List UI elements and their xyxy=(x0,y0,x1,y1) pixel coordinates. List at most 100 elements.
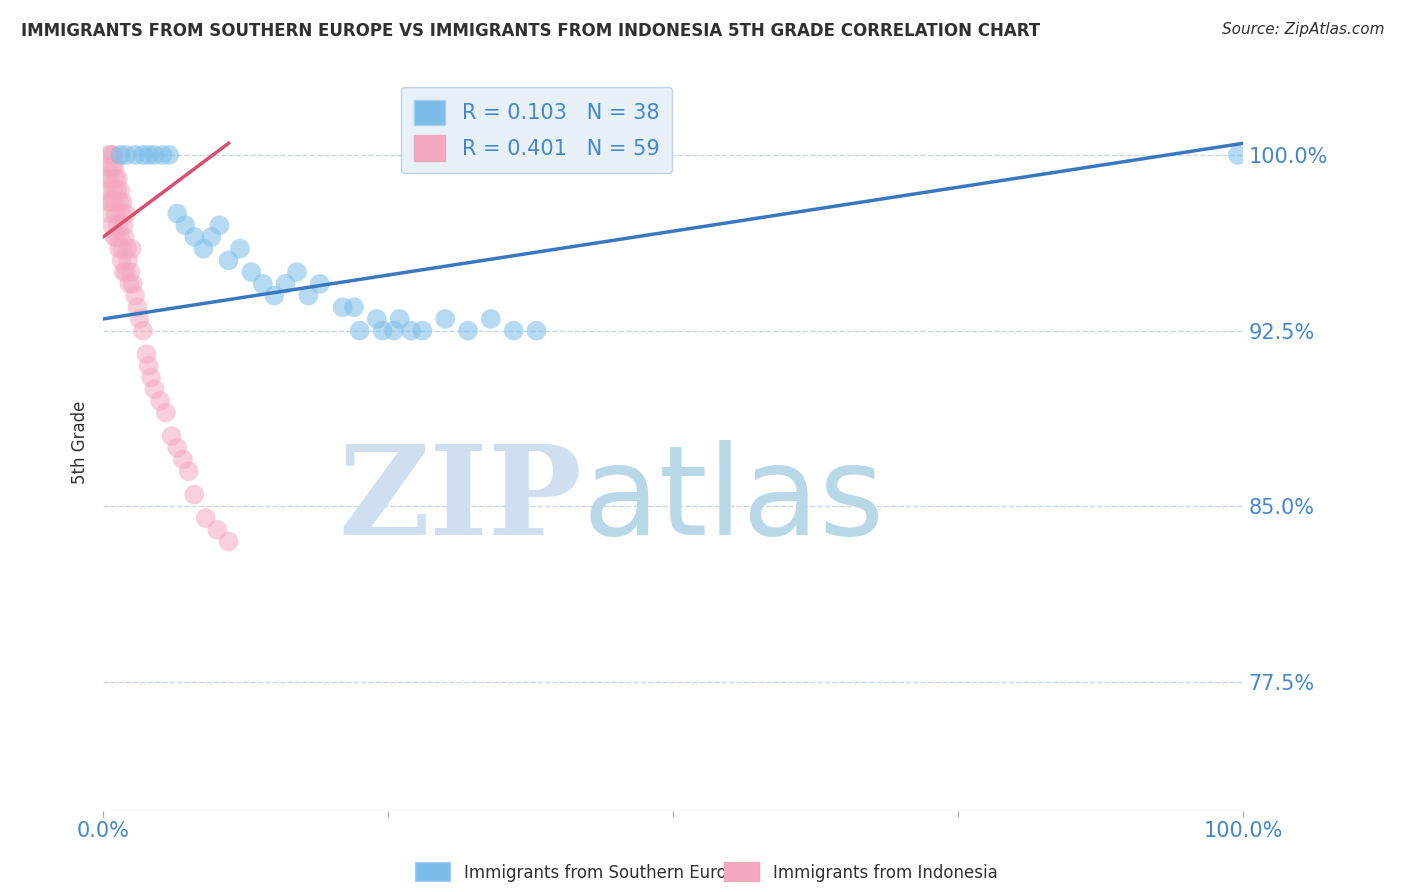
Point xyxy=(218,534,240,549)
Point xyxy=(502,324,524,338)
Point xyxy=(96,171,118,186)
Point xyxy=(183,230,205,244)
Point xyxy=(94,183,117,197)
Point xyxy=(97,148,120,162)
Point xyxy=(108,194,131,209)
Point xyxy=(104,206,127,220)
Point xyxy=(117,253,139,268)
Point xyxy=(382,324,405,338)
Point xyxy=(107,219,129,233)
Point xyxy=(205,523,228,537)
Point xyxy=(110,230,132,244)
Point xyxy=(97,194,120,209)
Point xyxy=(174,219,197,233)
Point xyxy=(343,300,366,314)
Point xyxy=(183,488,205,502)
Point xyxy=(143,382,166,396)
Point xyxy=(149,393,172,408)
Text: Immigrants from Southern Europe: Immigrants from Southern Europe xyxy=(464,864,748,882)
Point xyxy=(97,160,120,174)
Point xyxy=(200,230,222,244)
Point xyxy=(121,242,143,256)
Point xyxy=(193,242,215,256)
Point xyxy=(218,253,240,268)
Point xyxy=(100,194,122,209)
Point xyxy=(285,265,308,279)
Point xyxy=(139,370,162,384)
Legend: R = 0.103   N = 38, R = 0.401   N = 59: R = 0.103 N = 38, R = 0.401 N = 59 xyxy=(401,87,672,173)
Point xyxy=(138,148,160,162)
Point xyxy=(115,265,138,279)
Point xyxy=(155,406,177,420)
Point xyxy=(366,312,388,326)
Point xyxy=(143,148,166,162)
Text: ZIP: ZIP xyxy=(339,441,582,561)
Point xyxy=(332,300,354,314)
Point xyxy=(152,148,174,162)
Point xyxy=(229,242,252,256)
Point xyxy=(457,324,479,338)
Point xyxy=(107,171,129,186)
Point xyxy=(132,324,155,338)
Text: atlas: atlas xyxy=(582,441,884,561)
Point xyxy=(112,265,135,279)
Point xyxy=(110,206,132,220)
Point xyxy=(124,288,146,302)
Point xyxy=(263,288,285,302)
Point xyxy=(240,265,263,279)
Point xyxy=(157,148,180,162)
Text: Source: ZipAtlas.com: Source: ZipAtlas.com xyxy=(1222,22,1385,37)
Point xyxy=(121,277,143,291)
Point xyxy=(166,441,188,455)
Point xyxy=(124,148,146,162)
Point xyxy=(100,148,122,162)
Point xyxy=(112,219,135,233)
Point xyxy=(105,183,128,197)
Point xyxy=(371,324,394,338)
Point xyxy=(1226,148,1249,162)
Point xyxy=(172,452,194,467)
Point xyxy=(479,312,502,326)
Point xyxy=(103,230,125,244)
Text: Immigrants from Indonesia: Immigrants from Indonesia xyxy=(773,864,998,882)
Point xyxy=(115,242,138,256)
Point xyxy=(132,148,155,162)
Point xyxy=(252,277,274,291)
Point xyxy=(411,324,433,338)
Point xyxy=(308,277,330,291)
Point xyxy=(101,219,124,233)
Text: IMMIGRANTS FROM SOUTHERN EUROPE VS IMMIGRANTS FROM INDONESIA 5TH GRADE CORRELATI: IMMIGRANTS FROM SOUTHERN EUROPE VS IMMIG… xyxy=(21,22,1040,40)
Point xyxy=(118,277,141,291)
Point xyxy=(101,160,124,174)
Point xyxy=(120,265,142,279)
Point xyxy=(349,324,371,338)
Point xyxy=(388,312,411,326)
Point xyxy=(103,183,125,197)
Point xyxy=(128,312,150,326)
Point xyxy=(110,148,132,162)
Point xyxy=(274,277,297,291)
Point xyxy=(110,253,132,268)
Point xyxy=(115,206,138,220)
Point xyxy=(115,148,138,162)
Point xyxy=(103,160,125,174)
Point xyxy=(114,230,136,244)
Point xyxy=(111,242,134,256)
Point xyxy=(194,511,217,525)
Point xyxy=(105,230,128,244)
Point xyxy=(160,429,183,443)
Point xyxy=(103,148,125,162)
Point xyxy=(434,312,457,326)
Point xyxy=(526,324,548,338)
Y-axis label: 5th Grade: 5th Grade xyxy=(72,401,89,483)
Point xyxy=(297,288,319,302)
Point xyxy=(177,464,200,478)
Point xyxy=(127,300,149,314)
Point xyxy=(103,194,125,209)
Point xyxy=(110,183,132,197)
Point xyxy=(108,242,131,256)
Point xyxy=(135,347,157,361)
Point xyxy=(166,206,188,220)
Point xyxy=(111,194,134,209)
Point xyxy=(399,324,422,338)
